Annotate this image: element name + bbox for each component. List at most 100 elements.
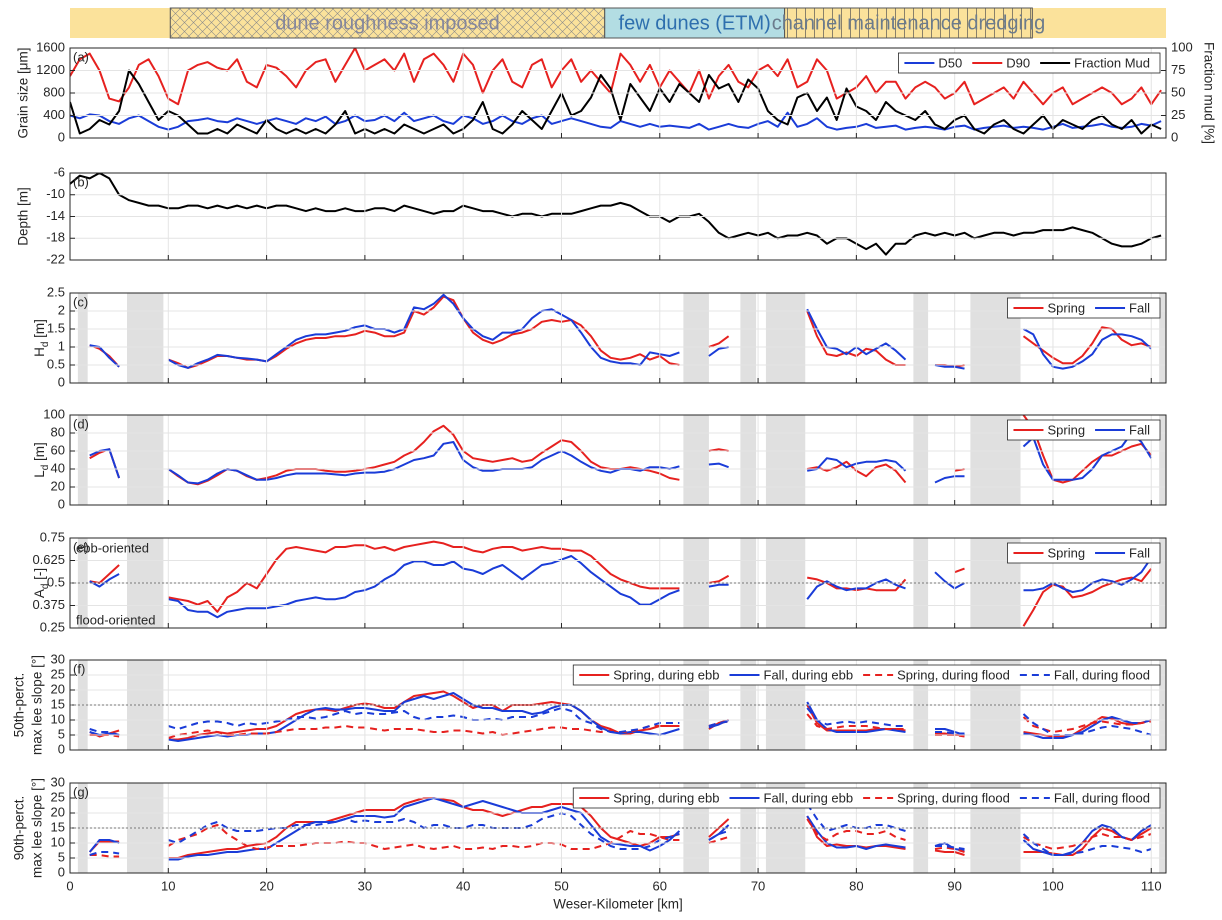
legend-label: Fall xyxy=(1129,545,1150,560)
y-axis-label: max lee slope [°] xyxy=(30,778,45,878)
no-data-band xyxy=(683,415,709,505)
y-tick-label: 0.5 xyxy=(47,574,65,589)
x-axis-label: Weser-Kilometer [km] xyxy=(553,897,683,912)
y-axis-label: Ld [m] xyxy=(32,442,51,478)
x-tick-label: 100 xyxy=(1042,878,1064,893)
region xyxy=(604,8,785,38)
legend-label: Spring, during ebb xyxy=(613,790,719,805)
y-tick-label: 25 xyxy=(51,666,65,681)
y-tick-label: 0.5 xyxy=(47,356,65,371)
y-tick-label: 1.5 xyxy=(47,320,65,335)
label-part: A xyxy=(32,589,47,598)
plot-area xyxy=(70,173,1162,256)
region-pattern xyxy=(784,8,1033,38)
y-tick-label: 15 xyxy=(51,696,65,711)
no-data-band xyxy=(1159,293,1166,383)
x-tick-label: 50 xyxy=(554,878,568,893)
legend-label: D50 xyxy=(938,55,962,70)
axes-frame xyxy=(69,782,1167,874)
y-tick-label: -14 xyxy=(46,208,65,223)
y-tick-label: 0 xyxy=(58,864,65,879)
x-tick-label: 110 xyxy=(1141,878,1162,893)
legend-label: Spring, during flood xyxy=(897,667,1010,682)
y2-tick-label: 100 xyxy=(1171,39,1193,54)
data-line xyxy=(70,111,1162,131)
x-tick-label: 90 xyxy=(947,878,961,893)
panel-label: (c) xyxy=(73,294,88,309)
y-tick-label: 0 xyxy=(58,741,65,756)
legend-label: Fall xyxy=(1129,300,1150,315)
no-data-band xyxy=(683,293,709,383)
annotation: flood-oriented xyxy=(76,612,156,627)
y-tick-label: 5 xyxy=(58,726,65,741)
label-part: [m] xyxy=(32,319,47,342)
label-part: [-] xyxy=(32,568,47,584)
label-part: [m] xyxy=(32,442,47,465)
legend-label: Spring, during ebb xyxy=(613,667,719,682)
x-tick-label: 40 xyxy=(456,878,470,893)
y-axis-label: max lee slope [°] xyxy=(30,655,45,755)
y-tick-label: 80 xyxy=(51,424,65,439)
legend: D50 D90 Fraction Mud xyxy=(898,52,1161,74)
y-tick-label: -18 xyxy=(46,230,65,245)
panel-label: (d) xyxy=(73,416,89,431)
legend: Spring Fall xyxy=(1007,542,1161,564)
y-tick-label: 1600 xyxy=(36,39,65,54)
label-part: L xyxy=(32,470,47,478)
y-tick-label: -22 xyxy=(46,251,65,266)
legend-label: Fall, during ebb xyxy=(764,667,854,682)
panel: 0 20 40 60 80 100 (d) Ld [m] Spring Fall xyxy=(32,406,1167,511)
label-subscript: d xyxy=(40,465,51,471)
data-line xyxy=(70,69,1162,135)
legend-box xyxy=(1007,297,1161,319)
legend-label: Fall, during flood xyxy=(1054,790,1150,805)
no-data-band xyxy=(77,415,88,505)
panel-label: (f) xyxy=(73,661,85,676)
legend-label: Fall, during flood xyxy=(1054,667,1150,682)
y-tick-label: 10 xyxy=(51,834,65,849)
y-tick-label: 25 xyxy=(51,789,65,804)
y-tick-label: 10 xyxy=(51,711,65,726)
axes-frame xyxy=(69,292,1167,384)
y-tick-label: 5 xyxy=(58,849,65,864)
axes-frame xyxy=(69,414,1167,506)
no-data-band xyxy=(740,293,757,383)
panel: -22 -18 -14 -10 -6 (b) Depth [m] xyxy=(16,164,1167,266)
y-tick-label: 2 xyxy=(58,302,65,317)
no-data-band xyxy=(765,293,806,383)
y-axis-label: Ad [-] xyxy=(32,568,51,598)
no-data-band xyxy=(127,415,164,505)
plot-area xyxy=(70,48,1162,135)
y-tick-label: 0.375 xyxy=(32,597,65,612)
y2-tick-label: 50 xyxy=(1171,84,1185,99)
x-tick-label: 70 xyxy=(751,878,765,893)
no-data-band xyxy=(77,293,88,383)
data-line xyxy=(70,48,1162,106)
plot-area xyxy=(77,415,1166,505)
y-tick-label: -6 xyxy=(53,164,65,179)
y-tick-label: 15 xyxy=(51,819,65,834)
y-tick-label: 0 xyxy=(58,374,65,389)
legend-label: Fall, during ebb xyxy=(764,790,854,805)
panel-label: (a) xyxy=(73,49,89,64)
legend: Spring, during ebb Fall, during ebb Spring… xyxy=(572,664,1161,686)
panel-label: (g) xyxy=(73,784,89,799)
y2-axis-label: Fraction mud [%] xyxy=(1201,42,1216,144)
y-tick-label: 20 xyxy=(51,478,65,493)
legend: Spring Fall xyxy=(1007,419,1161,441)
label-subscript: d xyxy=(40,342,51,348)
y2-tick-label: 75 xyxy=(1171,62,1185,77)
x-tick-label: 30 xyxy=(358,878,372,893)
y-tick-label: 1200 xyxy=(36,62,65,77)
y2-tick-label: 25 xyxy=(1171,107,1185,122)
legend-box xyxy=(1007,542,1161,564)
legend: Spring Fall xyxy=(1007,297,1161,319)
y-tick-label: 30 xyxy=(51,774,65,789)
region-label: dune roughness imposed xyxy=(275,12,500,34)
label-part: H xyxy=(32,347,47,357)
